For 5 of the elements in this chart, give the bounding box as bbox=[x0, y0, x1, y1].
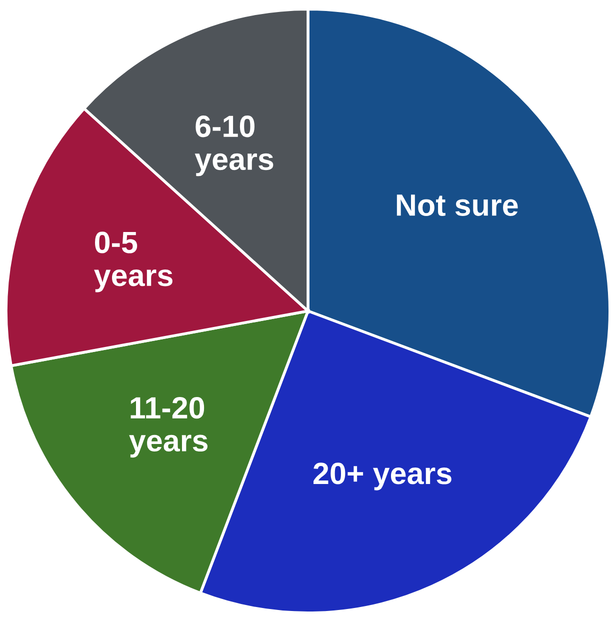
slice-label: 0-5 years bbox=[94, 232, 172, 292]
slice-label: 11-20 years bbox=[129, 397, 208, 458]
slice-label: 6-10 years bbox=[194, 116, 274, 176]
slice-label: 20+ years bbox=[314, 462, 452, 490]
slice-label: Not sure bbox=[396, 194, 518, 216]
